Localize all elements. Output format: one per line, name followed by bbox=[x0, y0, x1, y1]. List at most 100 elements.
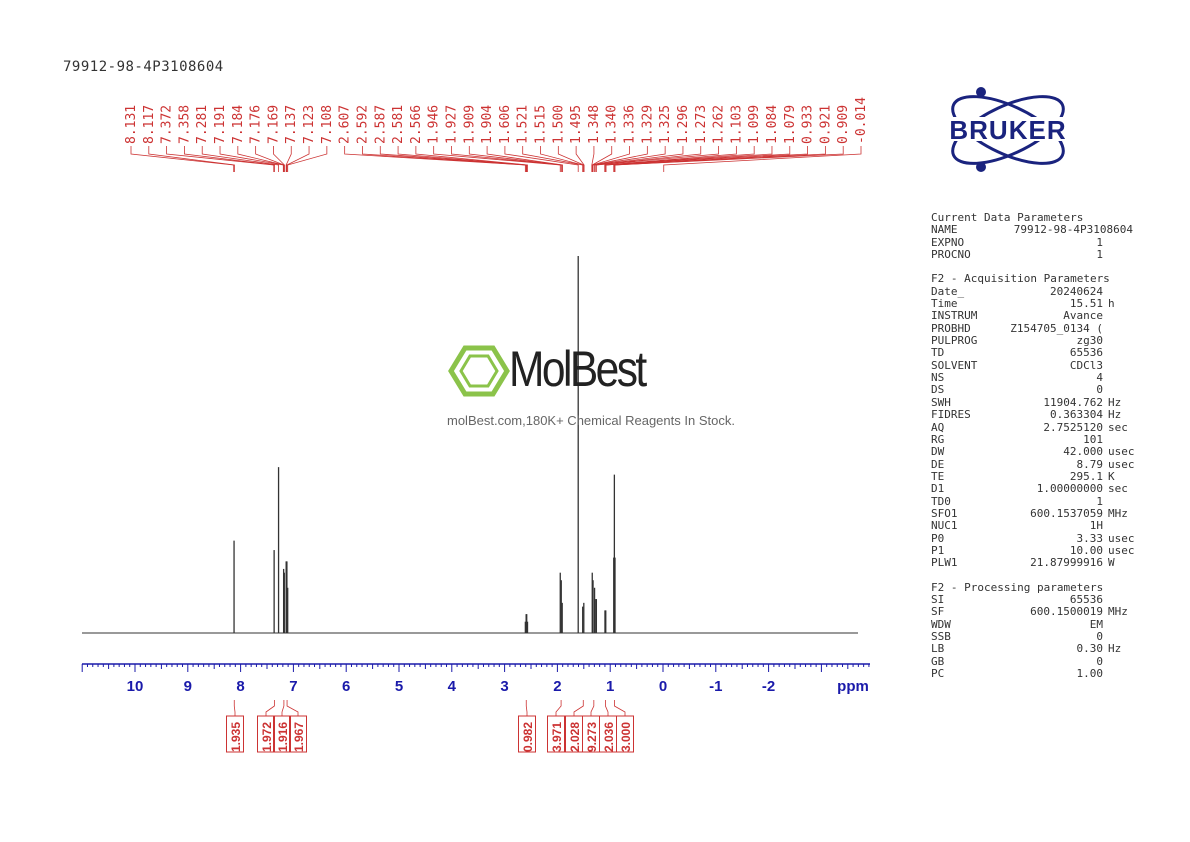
integral-value: 1.935 bbox=[229, 722, 243, 752]
x-tick-label: 7 bbox=[289, 678, 297, 695]
param-key: PULPROG bbox=[931, 334, 978, 348]
param-value: 1.00 bbox=[1076, 667, 1104, 681]
param-row: AQ 2.7525120 sec bbox=[931, 421, 1141, 434]
peak-label: 7.176 bbox=[249, 105, 264, 144]
param-row: SOLVENT CDCl3 bbox=[931, 358, 1141, 372]
peak-label-connector bbox=[595, 146, 702, 172]
param-key: D1 bbox=[931, 482, 945, 496]
peak-label: 2.592 bbox=[355, 105, 370, 144]
param-key: TE bbox=[931, 469, 945, 483]
peak-label-connector bbox=[287, 146, 328, 172]
peak-label-connector bbox=[130, 146, 235, 172]
sample-name: 79912-98-4P3108604 bbox=[63, 59, 224, 75]
x-tick-label: 10 bbox=[127, 678, 144, 695]
param-row: PLW1 21.87999916 W bbox=[931, 556, 1141, 570]
param-key: WDW bbox=[931, 617, 951, 631]
peak-label: 0.933 bbox=[801, 105, 816, 144]
param-key: SWH bbox=[931, 395, 951, 409]
param-value: 3.33 bbox=[1076, 531, 1104, 545]
integral-connector bbox=[605, 700, 609, 716]
param-value: 10.00 bbox=[1069, 543, 1103, 557]
peak-label: 7.372 bbox=[160, 105, 175, 144]
integral-connector bbox=[555, 700, 562, 716]
param-value: zg30 bbox=[1076, 334, 1104, 348]
peak-label-connector bbox=[522, 146, 584, 172]
param-key: SI bbox=[931, 592, 945, 606]
param-row: P0 3.33 usec bbox=[931, 531, 1141, 545]
param-value: 1 bbox=[1096, 248, 1103, 262]
param-unit: usec bbox=[1108, 457, 1135, 471]
param-row: SWH 11904.762 Hz bbox=[931, 395, 1141, 409]
param-unit: MHz bbox=[1108, 605, 1128, 619]
param-value: 0 bbox=[1096, 630, 1103, 643]
peak-label-connector bbox=[285, 146, 292, 172]
param-key: EXPNO bbox=[931, 235, 965, 249]
peak-label: 7.191 bbox=[213, 105, 228, 144]
peak-label: 1.904 bbox=[480, 105, 495, 144]
integral-box bbox=[547, 715, 565, 753]
x-axis: 10 9 8 7 6 5 4 3 2 1 0 -1 -2 ppm bbox=[81, 663, 870, 695]
param-key: Date_ bbox=[931, 284, 965, 298]
peak-label-group: 8.131 8.117 7.372 7.358 7.281 7.191 7.184 7.176… bbox=[124, 97, 869, 172]
peak-label: 1.296 bbox=[676, 105, 691, 144]
param-row: SF 600.1500019 MHz bbox=[931, 605, 1141, 619]
bruker-logo: BRUKER bbox=[924, 85, 1092, 175]
integral-box bbox=[289, 715, 307, 753]
param-value: 79912-98-4P3108604 bbox=[1013, 223, 1133, 237]
peak-label: 1.336 bbox=[623, 105, 638, 144]
peak-label: 1.927 bbox=[444, 105, 459, 144]
peak-label-connector bbox=[504, 146, 579, 172]
param-key: INSTRUM bbox=[931, 309, 978, 323]
param-unit: MHz bbox=[1108, 506, 1128, 520]
param-row: LB 0.30 Hz bbox=[931, 642, 1141, 656]
peak-label: 7.358 bbox=[177, 105, 192, 144]
peak-label: 1.348 bbox=[587, 105, 602, 144]
peak-label: 7.108 bbox=[320, 105, 335, 144]
integral-box bbox=[273, 715, 291, 753]
peak-label: 1.495 bbox=[569, 105, 584, 144]
param-row: WDW EM bbox=[931, 617, 1141, 631]
param-key: P1 bbox=[931, 543, 945, 557]
param-value: 0.30 bbox=[1076, 642, 1104, 656]
watermark-tagline: molBest.com,180K+ Chemical Reagents In S… bbox=[447, 413, 735, 428]
peak-label-connector bbox=[591, 146, 613, 172]
peak-label: 1.099 bbox=[747, 105, 762, 144]
peak-label: 1.329 bbox=[640, 105, 655, 144]
peak-label-connector bbox=[344, 146, 526, 172]
param-row: SI 65536 bbox=[931, 592, 1141, 606]
peak-label: 7.123 bbox=[302, 105, 317, 144]
peak-label: 0.921 bbox=[818, 105, 833, 144]
integral-value: 0.982 bbox=[521, 722, 535, 752]
x-tick-label: 3 bbox=[500, 678, 508, 695]
param-row: PROBHD Z154705_0134 ( bbox=[931, 322, 1141, 335]
x-tick-label: 0 bbox=[659, 678, 667, 695]
peak-label: 1.079 bbox=[783, 105, 798, 144]
param-value: 295.1 bbox=[1069, 469, 1103, 483]
integral-connector bbox=[233, 700, 236, 716]
peak-label-connector bbox=[614, 146, 844, 172]
peak-label: 1.521 bbox=[516, 105, 531, 144]
param-value: 65536 bbox=[1069, 592, 1103, 606]
peak-label: 1.103 bbox=[729, 105, 744, 144]
param-key: DW bbox=[931, 445, 945, 459]
peak-label-connector bbox=[286, 146, 310, 172]
peak-label: 7.137 bbox=[284, 105, 299, 144]
param-section-title: F2 - Processing parameters bbox=[931, 580, 1104, 594]
x-tick-label: 9 bbox=[184, 678, 192, 695]
param-key: FIDRES bbox=[931, 408, 971, 422]
x-tick-label: -2 bbox=[762, 678, 775, 695]
param-key: SF bbox=[931, 605, 945, 619]
logo-text: BRUKER bbox=[949, 115, 1067, 145]
param-row: TD0 1 bbox=[931, 495, 1141, 508]
peak-label-connector bbox=[592, 146, 648, 172]
peak-label-connector bbox=[184, 146, 275, 172]
integral-value: 1.972 bbox=[260, 722, 274, 752]
param-value: CDCl3 bbox=[1069, 358, 1103, 372]
param-unit: W bbox=[1108, 556, 1115, 570]
integral-value: 3.000 bbox=[619, 722, 633, 752]
peak-label-connector bbox=[540, 146, 584, 172]
param-key: Time bbox=[931, 297, 958, 311]
integral-connector bbox=[265, 700, 275, 716]
param-value: 0.363304 bbox=[1050, 408, 1103, 422]
param-value: 15.51 bbox=[1069, 297, 1103, 311]
